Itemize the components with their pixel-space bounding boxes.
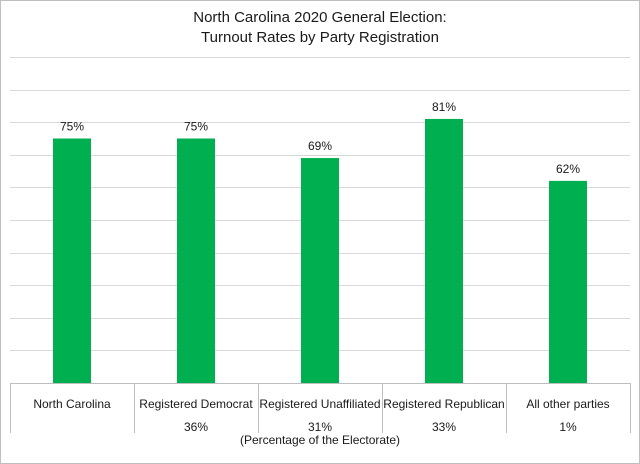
data-label: 75%: [184, 120, 208, 134]
bar: [425, 118, 463, 383]
category-label: All other parties: [526, 397, 609, 411]
chart-title: North Carolina 2020 General Election: Tu…: [0, 8, 640, 48]
electorate-share-label: 1%: [559, 420, 577, 434]
bar: [53, 138, 91, 383]
category-label: Registered Republican: [383, 397, 504, 411]
electorate-share-label: 36%: [184, 420, 208, 434]
category-label: North Carolina: [33, 397, 111, 411]
data-label: 81%: [432, 100, 456, 114]
bar: [301, 158, 339, 383]
data-label: 75%: [60, 120, 84, 134]
data-label: 69%: [308, 139, 332, 153]
x-axis-label: (Percentage of the Electorate): [239, 433, 401, 447]
electorate-share-label: 31%: [308, 420, 332, 434]
bar: [177, 138, 215, 383]
chart-title-line-2: Turnout Rates by Party Registration: [201, 29, 439, 46]
data-label: 62%: [556, 162, 580, 176]
category-label: Registered Democrat: [139, 397, 253, 411]
category-label: Registered Unaffiliated: [259, 397, 380, 411]
electorate-share-label: 33%: [432, 420, 456, 434]
bar: [549, 180, 587, 383]
chart-title-line-1: North Carolina 2020 General Election:: [193, 9, 447, 26]
